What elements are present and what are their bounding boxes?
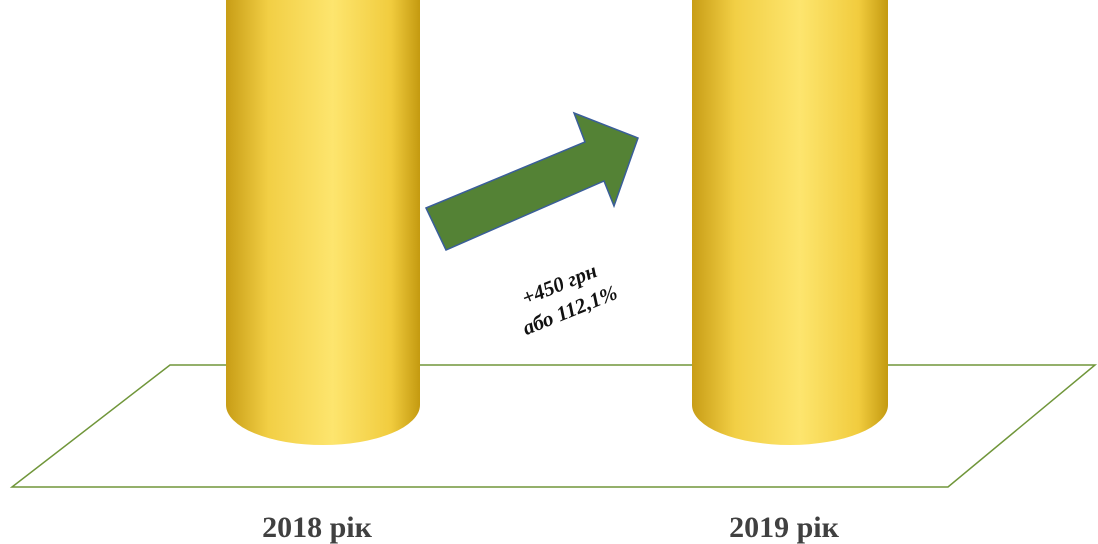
bar-cylinder-body xyxy=(226,0,420,445)
label-group: 3723,02018 рік4173,02019 рік xyxy=(262,511,840,544)
floor-plane xyxy=(9,364,1098,488)
bar-cylinder-body xyxy=(692,0,888,445)
category-label: 2019 рік xyxy=(729,511,840,544)
growth-annotation: +450 грн або 112,1% xyxy=(518,258,620,340)
growth-arrow xyxy=(424,111,639,251)
category-label: 2018 рік xyxy=(262,511,373,544)
bar-group xyxy=(226,0,888,445)
